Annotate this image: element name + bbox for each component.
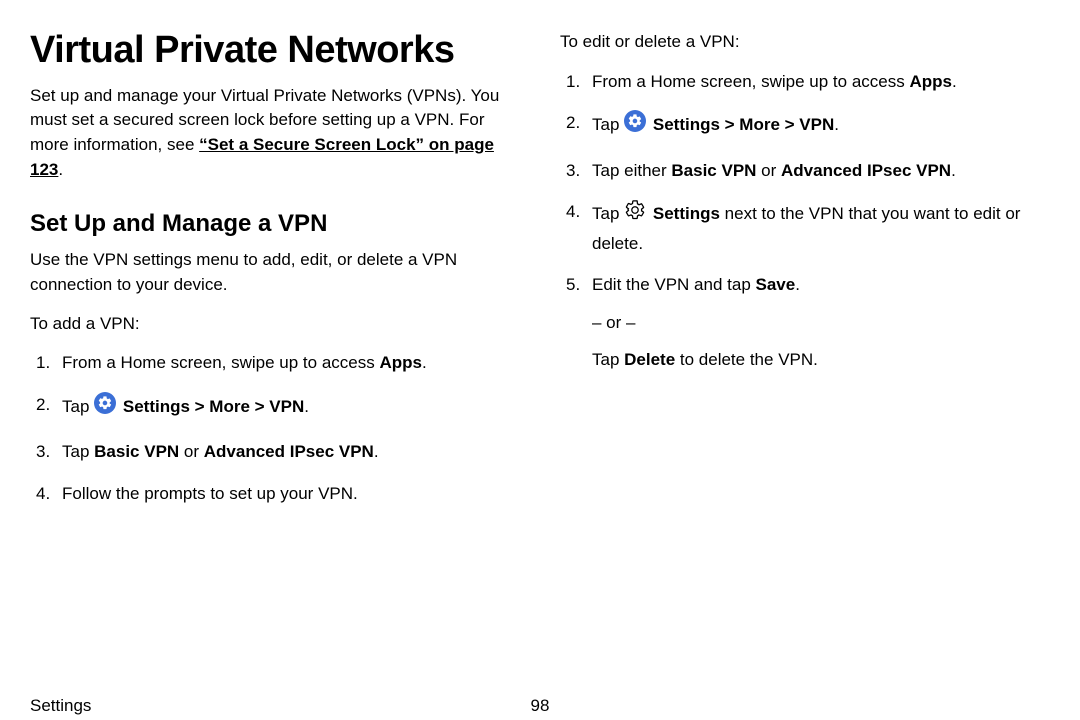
text: or xyxy=(756,161,781,180)
text: Tap xyxy=(592,350,624,369)
list-item: Follow the prompts to set up your VPN. xyxy=(30,481,520,507)
settings-icon xyxy=(94,392,116,422)
list-item: Tap either Basic VPN or Advanced IPsec V… xyxy=(560,158,1050,184)
text: From a Home screen, swipe up to access xyxy=(62,353,379,372)
delete-line: Tap Delete to delete the VPN. xyxy=(592,347,1050,373)
or-divider: – or – xyxy=(592,310,1050,336)
list-item: Tap Settings > More > VPN. xyxy=(30,392,520,424)
edit-steps: From a Home screen, swipe up to access A… xyxy=(560,69,1050,373)
text: Tap either xyxy=(592,161,671,180)
bold: Apps xyxy=(379,353,422,372)
text: . xyxy=(795,275,800,294)
text: Tap xyxy=(62,397,94,416)
text: to delete the VPN. xyxy=(675,350,818,369)
text: Tap xyxy=(592,204,624,223)
text: . xyxy=(374,442,379,461)
settings-icon xyxy=(624,110,646,140)
bold: Settings xyxy=(653,204,720,223)
text: Edit the VPN and tap xyxy=(592,275,756,294)
text: . xyxy=(952,72,957,91)
page-title: Virtual Private Networks xyxy=(30,30,520,72)
list-item: Edit the VPN and tap Save. – or – Tap De… xyxy=(560,272,1050,373)
list-item: Tap Settings > More > VPN. xyxy=(560,110,1050,142)
list-item: From a Home screen, swipe up to access A… xyxy=(30,350,520,376)
bold: Advanced IPsec VPN xyxy=(204,442,374,461)
bold: Settings > More > VPN xyxy=(123,397,304,416)
right-column: To edit or delete a VPN: From a Home scr… xyxy=(560,30,1050,522)
add-lead: To add a VPN: xyxy=(30,312,520,337)
text: . xyxy=(951,161,956,180)
text: Tap xyxy=(62,442,94,461)
text: . xyxy=(304,397,309,416)
text: . xyxy=(834,115,839,134)
left-column: Virtual Private Networks Set up and mana… xyxy=(30,30,520,522)
bold: Delete xyxy=(624,350,675,369)
list-item: From a Home screen, swipe up to access A… xyxy=(560,69,1050,95)
text: From a Home screen, swipe up to access xyxy=(592,72,909,91)
list-item: Tap Basic VPN or Advanced IPsec VPN. xyxy=(30,439,520,465)
bold: Basic VPN xyxy=(94,442,179,461)
bold: Advanced IPsec VPN xyxy=(781,161,951,180)
bold: Settings > More > VPN xyxy=(653,115,834,134)
bold: Basic VPN xyxy=(671,161,756,180)
edit-lead: To edit or delete a VPN: xyxy=(560,30,1050,55)
bold: Apps xyxy=(909,72,952,91)
bold: Save xyxy=(756,275,796,294)
settings-outline-icon xyxy=(624,199,646,229)
footer-page-number: 98 xyxy=(531,696,550,716)
footer-section: Settings xyxy=(30,696,91,716)
intro-tail: . xyxy=(58,160,63,179)
text: Tap xyxy=(592,115,624,134)
text: or xyxy=(179,442,204,461)
list-item: Tap Settings next to the VPN that you wa… xyxy=(560,199,1050,256)
add-steps: From a Home screen, swipe up to access A… xyxy=(30,350,520,506)
text: Follow the prompts to set up your VPN. xyxy=(62,484,358,503)
text: . xyxy=(422,353,427,372)
section-heading: Set Up and Manage a VPN xyxy=(30,210,520,238)
section-body: Use the VPN settings menu to add, edit, … xyxy=(30,248,520,297)
intro-paragraph: Set up and manage your Virtual Private N… xyxy=(30,84,520,183)
